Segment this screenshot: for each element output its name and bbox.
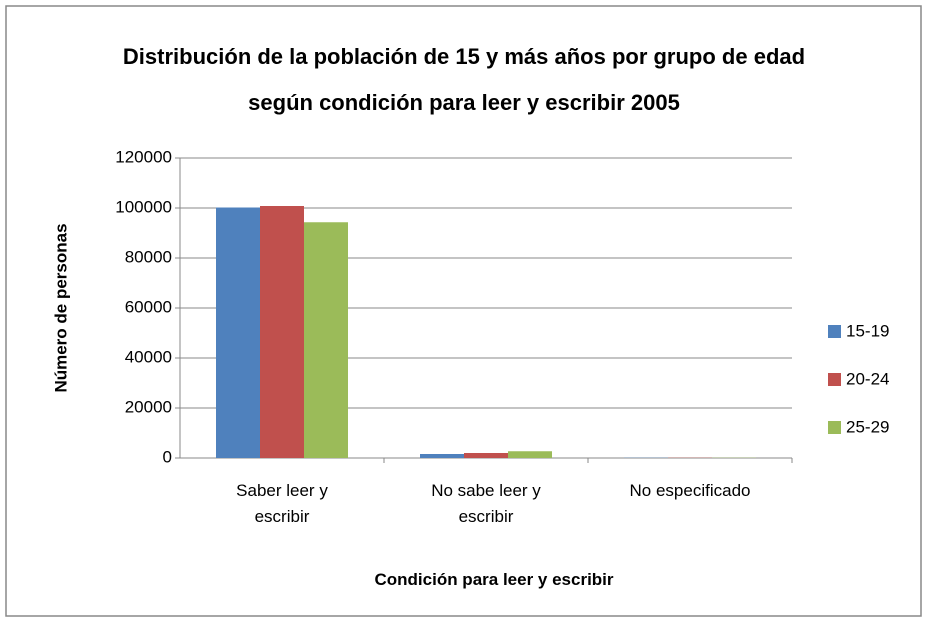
legend-swatch bbox=[828, 373, 841, 386]
bar bbox=[508, 451, 552, 458]
y-tick-label: 120000 bbox=[115, 147, 172, 166]
chart-title: Distribución de la población de 15 y más… bbox=[122, 44, 806, 115]
y-tick-label: 40000 bbox=[125, 347, 172, 366]
x-tick-label: No especificado bbox=[629, 481, 751, 500]
bar bbox=[464, 453, 508, 458]
x-tick-label: No sabe leer y escribir bbox=[431, 481, 541, 526]
x-tick-label: Saber leer y escribir bbox=[236, 481, 328, 526]
y-tick-label: 0 bbox=[163, 447, 172, 466]
legend-label: 25-29 bbox=[846, 417, 889, 436]
bar bbox=[216, 207, 260, 458]
y-tick-label: 20000 bbox=[125, 397, 172, 416]
legend-swatch bbox=[828, 421, 841, 434]
bar bbox=[304, 222, 348, 458]
legend-label: 20-24 bbox=[846, 369, 889, 388]
bar bbox=[260, 206, 304, 458]
legend-swatch bbox=[828, 325, 841, 338]
y-tick-label: 100000 bbox=[115, 197, 172, 216]
y-tick-label: 80000 bbox=[125, 247, 172, 266]
y-tick-label: 60000 bbox=[125, 297, 172, 316]
y-axis-label: Número de personas bbox=[51, 223, 70, 392]
legend-label: 15-19 bbox=[846, 321, 889, 340]
bar bbox=[420, 454, 464, 458]
x-axis-label: Condición para leer y escribir bbox=[374, 570, 614, 589]
chart-frame bbox=[5, 5, 922, 617]
